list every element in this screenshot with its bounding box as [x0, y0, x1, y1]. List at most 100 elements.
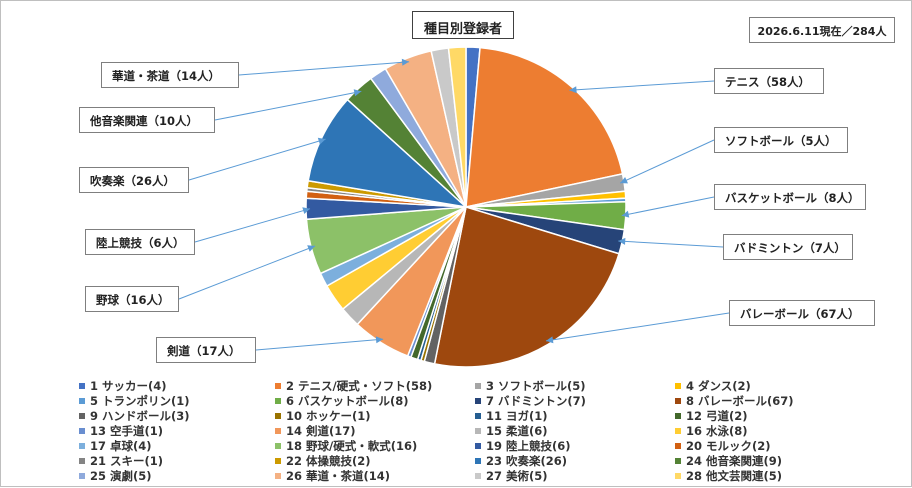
legend-swatch: [79, 383, 85, 389]
legend-item: 19 陸上競技(6): [475, 439, 571, 453]
legend-item: 11 ヨガ(1): [475, 409, 548, 423]
callout-arrowhead: [317, 137, 326, 145]
legend-swatch: [475, 458, 481, 464]
pie-slice-28: [447, 46, 467, 208]
legend-label: 17 卓球(4): [90, 439, 152, 453]
legend-swatch: [475, 413, 481, 419]
legend-swatch: [675, 443, 681, 449]
legend-item: 24 他音楽関連(9): [675, 454, 782, 468]
legend-label: 28 他文芸関連(5): [686, 469, 783, 483]
callout-arrowhead: [546, 336, 554, 344]
legend-item: 7 バドミントン(7): [475, 394, 586, 408]
pie-slice-2: [465, 46, 624, 208]
callout-label: 吹奏楽（26人）: [79, 167, 189, 193]
callout-leader-line: [238, 61, 410, 76]
legend-swatch: [475, 428, 481, 434]
legend-label: 27 美術(5): [486, 469, 548, 483]
legend-swatch: [275, 443, 281, 449]
legend-label: 5 トランポリン(1): [90, 394, 190, 408]
legend-item: 21 スキー(1): [79, 454, 163, 468]
callout-arrowhead: [620, 177, 628, 184]
legend-swatch: [275, 458, 281, 464]
legend-label: 8 バレーボール(67): [686, 394, 794, 408]
legend-label: 2 テニス/硬式・ソフト(58): [286, 379, 433, 393]
callout-leader-line: [618, 240, 724, 248]
legend-label: 13 空手道(1): [90, 424, 164, 438]
legend-label: 15 柔道(6): [486, 424, 548, 438]
callout-label: 他音楽関連（10人）: [79, 107, 215, 133]
legend-label: 26 華道・茶道(14): [286, 469, 391, 483]
legend-label: 23 吹奏楽(26): [486, 454, 568, 468]
legend-item: 23 吹奏楽(26): [475, 454, 567, 468]
chart-subtitle: 2026.6.11現在／284人: [749, 17, 895, 43]
callout-arrowhead: [401, 58, 410, 66]
callout-arrowhead: [307, 245, 315, 252]
legend-swatch: [79, 398, 85, 404]
legend-item: 27 美術(5): [475, 469, 548, 483]
legend-swatch: [475, 443, 481, 449]
callout-arrowhead: [621, 210, 630, 218]
legend-item: 17 卓球(4): [79, 439, 152, 453]
callout-leader-line: [545, 312, 730, 342]
legend-item: 18 野球/硬式・軟式(16): [275, 439, 417, 453]
legend-swatch: [675, 473, 681, 479]
callout-arrowhead: [353, 89, 362, 97]
legend-swatch: [275, 413, 281, 419]
legend-item: 25 演劇(5): [79, 469, 152, 483]
legend-item: 12 弓道(2): [675, 409, 748, 423]
legend-swatch: [675, 398, 681, 404]
legend-item: 5 トランポリン(1): [79, 394, 190, 408]
legend-label: 25 演劇(5): [90, 469, 152, 483]
legend-swatch: [275, 398, 281, 404]
callout-arrowhead: [375, 336, 384, 344]
callout-leader-line: [255, 338, 384, 351]
callout-leader-line: [188, 138, 326, 181]
legend-label: 1 サッカー(4): [90, 379, 167, 393]
callout-label: バドミントン（7人）: [723, 234, 853, 260]
legend-item: 20 モルック(2): [675, 439, 771, 453]
callout-leader-line: [569, 80, 715, 91]
callout-arrowhead: [618, 237, 626, 245]
callout-label: 剣道（17人）: [156, 337, 256, 363]
legend-swatch: [475, 398, 481, 404]
legend-item: 3 ソフトボール(5): [475, 379, 586, 393]
legend-swatch: [79, 413, 85, 419]
legend-label: 4 ダンス(2): [686, 379, 751, 393]
legend-item: 8 バレーボール(67): [675, 394, 794, 408]
legend-swatch: [475, 473, 481, 479]
legend-swatch: [275, 473, 281, 479]
legend-label: 20 モルック(2): [686, 439, 771, 453]
legend-swatch: [79, 443, 85, 449]
legend-label: 12 弓道(2): [686, 409, 748, 423]
legend-label: 9 ハンドボール(3): [90, 409, 190, 423]
callout-arrowhead: [569, 86, 577, 94]
callout-leader-line: [194, 208, 311, 243]
legend-item: 16 水泳(8): [675, 424, 748, 438]
legend-item: 1 サッカー(4): [79, 379, 167, 393]
legend-label: 14 剣道(17): [286, 424, 356, 438]
legend-item: 26 華道・茶道(14): [275, 469, 390, 483]
legend-item: 13 空手道(1): [79, 424, 163, 438]
legend-swatch: [675, 428, 681, 434]
legend-swatch: [79, 458, 85, 464]
legend-swatch: [475, 383, 481, 389]
legend-label: 18 野球/硬式・軟式(16): [286, 439, 418, 453]
chart-title: 種目別登録者: [412, 11, 514, 39]
legend-label: 3 ソフトボール(5): [486, 379, 586, 393]
legend: 1 サッカー(4) 2 テニス/硬式・ソフト(58) 3 ソフトボール(5) 4 ダン…: [79, 379, 909, 484]
legend-swatch: [79, 473, 85, 479]
legend-swatch: [675, 458, 681, 464]
legend-swatch: [275, 428, 281, 434]
callout-leader-line: [214, 90, 362, 121]
legend-item: 9 ハンドボール(3): [79, 409, 190, 423]
legend-item: 2 テニス/硬式・ソフト(58): [275, 379, 432, 393]
callout-leader-line: [178, 245, 316, 300]
callout-arrowhead: [302, 207, 310, 214]
legend-swatch: [675, 413, 681, 419]
legend-swatch: [79, 428, 85, 434]
legend-item: 10 ホッケー(1): [275, 409, 371, 423]
legend-swatch: [675, 383, 681, 389]
legend-label: 6 バスケットボール(8): [286, 394, 409, 408]
